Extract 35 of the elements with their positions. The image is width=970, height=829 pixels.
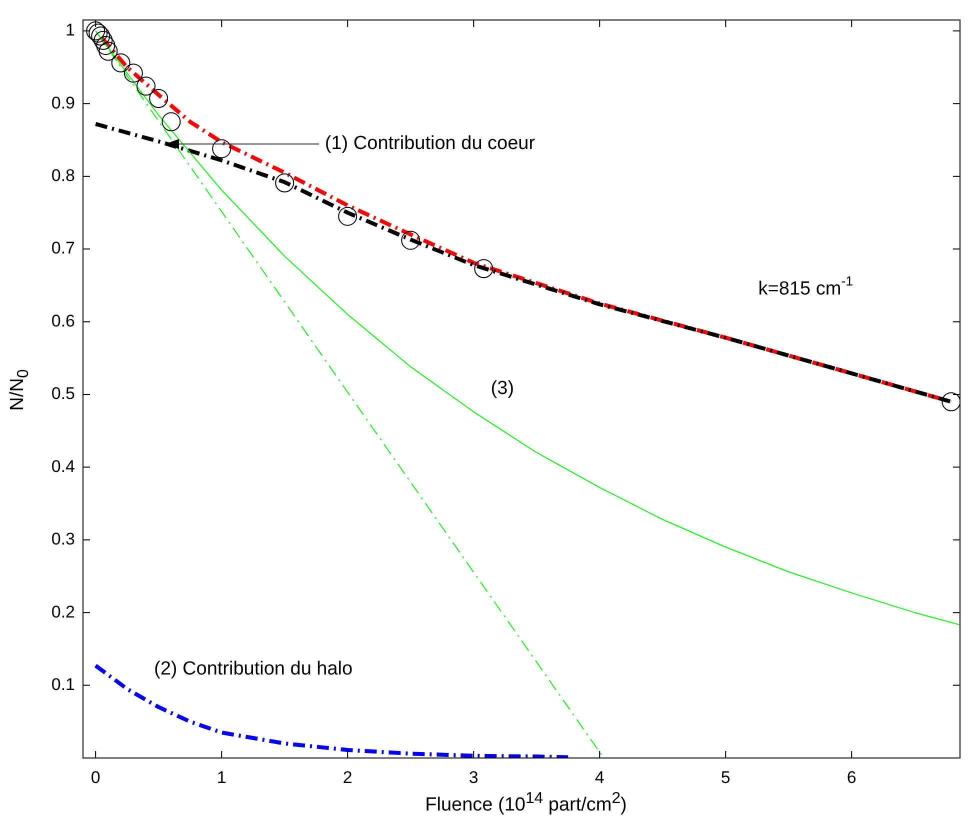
y-tick-label: 0.5 [51, 384, 75, 404]
y-tick-label: 0.1 [51, 674, 75, 694]
y-tick-label: 0.3 [51, 530, 75, 549]
point [162, 112, 181, 132]
y-tick-label: 1 [66, 20, 75, 40]
annotation: (2) Contribution du halo [154, 658, 353, 680]
y-tick-label: 0.8 [51, 166, 75, 186]
annotation: (1) Contribution du coeur [324, 132, 536, 154]
annotation: (3) [490, 378, 514, 400]
point [111, 53, 130, 72]
x-tick-label: 4 [594, 768, 604, 787]
point [338, 206, 358, 226]
point [401, 230, 420, 250]
x-tick-label: 3 [468, 768, 478, 787]
x-tick-label: 5 [720, 768, 730, 787]
point [98, 42, 118, 61]
point [474, 259, 494, 278]
y-tick-label: 0.2 [51, 602, 75, 622]
point [94, 30, 113, 50]
point [124, 64, 143, 83]
x-axis-title: Fluence (10$^{14}$ part/cm$^{2}$) [425, 790, 627, 816]
x-tick-label: 6 [846, 768, 856, 787]
point [149, 89, 168, 108]
y-tick-label: 0.4 [51, 456, 75, 476]
x-tick-label: 0 [90, 768, 100, 787]
point [136, 76, 156, 96]
y-tick-label: 0.7 [51, 238, 75, 258]
x-tick-label: 1 [216, 768, 226, 787]
x-tick-label: 2 [342, 768, 352, 787]
point [96, 36, 116, 55]
point [275, 173, 294, 192]
y-tick-label: 0.6 [51, 311, 75, 330]
point [212, 139, 232, 158]
y-tick-label: 0.9 [51, 93, 75, 112]
point [942, 392, 960, 412]
